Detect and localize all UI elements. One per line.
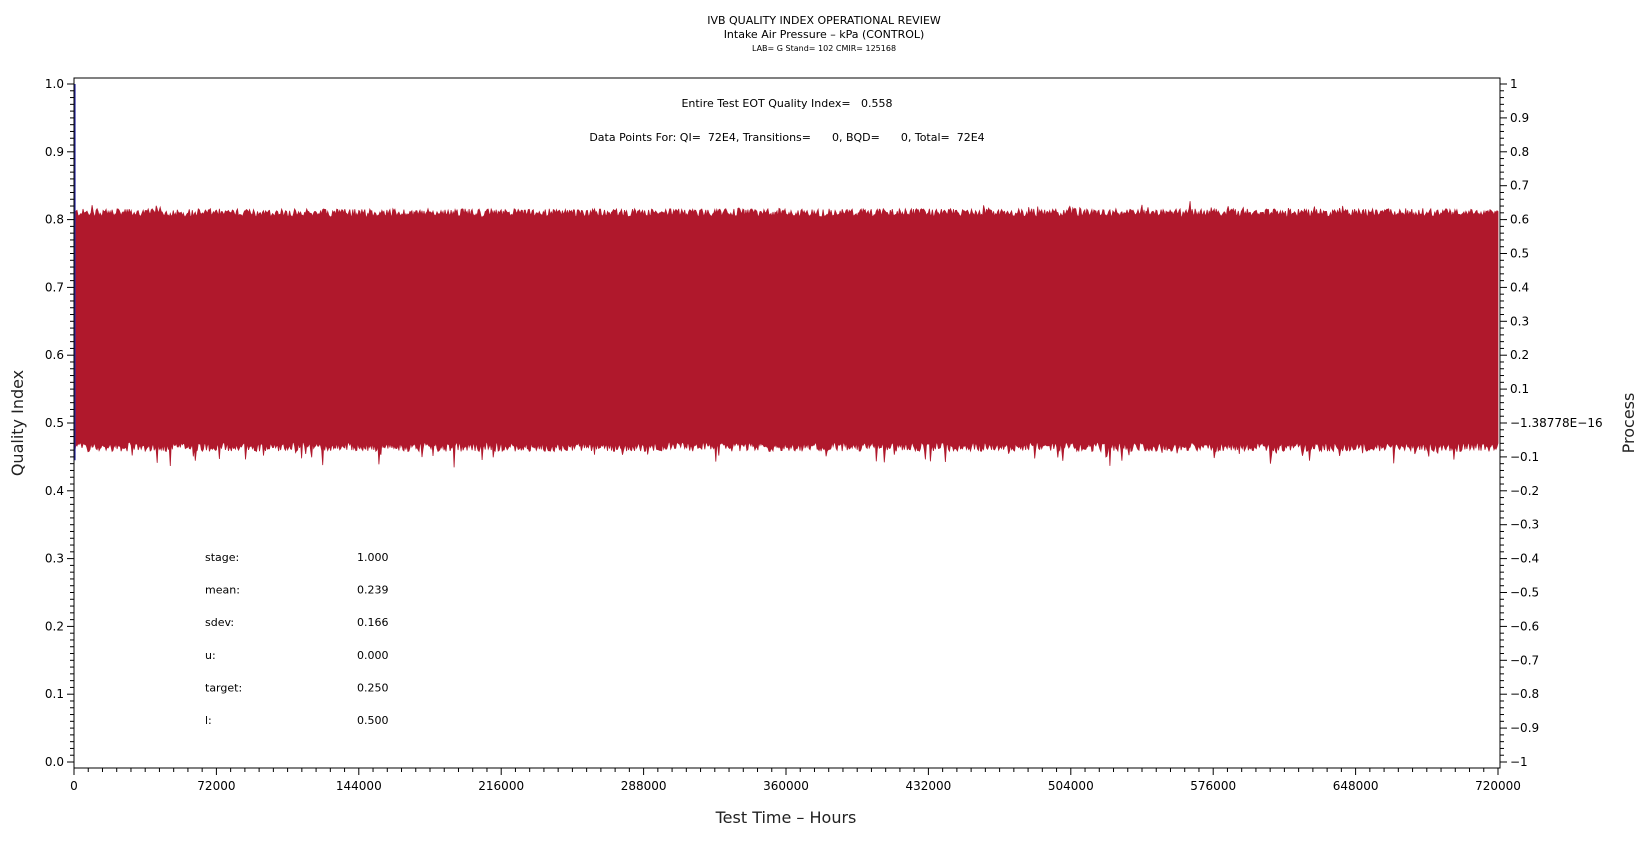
stat-value: 1.000 (357, 551, 389, 564)
y-tick-label: 0.7 (45, 280, 64, 294)
y2-tick-label: 0.2 (1510, 348, 1529, 362)
y2-axis-label: Process (1619, 393, 1638, 454)
y-tick-label: 0.2 (45, 619, 64, 633)
y-tick-label: 0.3 (45, 552, 64, 566)
y-axis-left: 0.0 0.1 0.2 0.3 0.4 0.5 0.6 0.7 0.8 0.9 1.0 (45, 77, 74, 769)
chart-subtitle-lab: LAB= G Stand= 102 CMIR= 125168 (752, 44, 896, 53)
y-tick-label: 0.5 (45, 416, 64, 430)
y2-tick-label: −0.9 (1510, 721, 1539, 735)
x-tick-label: 576000 (1190, 779, 1236, 793)
y-tick-label: 0.9 (45, 145, 64, 159)
eot-quality-index-annotation: Entire Test EOT Quality Index= 0.558 (681, 97, 892, 110)
x-tick-label: 72000 (197, 779, 235, 793)
y2-tick-label: 0.9 (1510, 111, 1529, 125)
y-tick-label: 0.6 (45, 348, 64, 362)
x-tick-label: 216000 (478, 779, 524, 793)
y2-tick-label: −0.3 (1510, 518, 1539, 532)
y-tick-label: 0.0 (45, 755, 64, 769)
x-tick-label: 0 (70, 779, 78, 793)
x-axis-label: Test Time – Hours (715, 808, 857, 827)
chart-title: IVB QUALITY INDEX OPERATIONAL REVIEW (707, 14, 941, 27)
stat-label: sdev: (205, 616, 234, 629)
stat-value: 0.250 (357, 681, 389, 694)
y2-tick-label: −0.5 (1510, 586, 1539, 600)
stat-value: 0.239 (357, 584, 389, 597)
y-axis-right: −1 −0.9 −0.8 −0.7 −0.6 −0.5 −0.4 −0.3 −0.2 −0.1 −1… (1500, 77, 1603, 769)
y2-tick-label: −0.6 (1510, 619, 1539, 633)
y2-tick-label: −0.8 (1510, 687, 1539, 701)
y-tick-label: 0.4 (45, 484, 64, 498)
y2-tick-label: 1 (1510, 77, 1518, 91)
x-tick-label: 648000 (1333, 779, 1379, 793)
y2-tick-label: −1 (1510, 755, 1528, 769)
y-tick-label: 0.8 (45, 213, 64, 227)
y2-tick-label: 0.1 (1510, 382, 1529, 396)
x-tick-label: 432000 (905, 779, 951, 793)
stat-label: l: (205, 714, 212, 727)
y2-tick-label: 0.7 (1510, 179, 1529, 193)
stat-label: mean: (205, 584, 240, 597)
y2-tick-label: 0.6 (1510, 213, 1529, 227)
y2-tick-label: −0.4 (1510, 552, 1539, 566)
chart-subtitle: Intake Air Pressure – kPa (CONTROL) (724, 28, 925, 41)
stats-panel: stage: 1.000 mean: 0.239 sdev: 0.166 u: 0.000 ta… (205, 551, 389, 727)
x-tick-label: 720000 (1475, 779, 1521, 793)
stat-value: 0.166 (357, 616, 389, 629)
y2-tick-label: −1.38778E−16 (1510, 416, 1603, 430)
stat-label: stage: (205, 551, 239, 564)
stat-value: 0.000 (357, 649, 389, 662)
y2-tick-label: −0.7 (1510, 653, 1539, 667)
y-tick-label: 1.0 (45, 77, 64, 91)
y-tick-label: 0.1 (45, 687, 64, 701)
y2-tick-label: −0.1 (1510, 450, 1539, 464)
y2-tick-label: 0.8 (1510, 145, 1529, 159)
y2-tick-label: 0.3 (1510, 314, 1529, 328)
x-tick-label: 144000 (336, 779, 382, 793)
series-band (73, 201, 1499, 468)
x-tick-label: 504000 (1048, 779, 1094, 793)
stat-label: target: (205, 681, 242, 694)
x-tick-label: 360000 (763, 779, 809, 793)
stat-value: 0.500 (357, 714, 389, 727)
y2-tick-label: −0.2 (1510, 484, 1539, 498)
y2-tick-label: 0.5 (1510, 247, 1529, 261)
stat-label: u: (205, 649, 216, 662)
data-points-annotation: Data Points For: QI= 72E4, Transitions= … (589, 131, 984, 144)
x-axis: 0 72000 144000 216000 288000 360000 432000 5040… (70, 768, 1521, 793)
y2-tick-label: 0.4 (1510, 280, 1529, 294)
y-axis-label: Quality Index (8, 370, 27, 476)
x-tick-label: 288000 (621, 779, 667, 793)
plot-area (73, 84, 1499, 468)
